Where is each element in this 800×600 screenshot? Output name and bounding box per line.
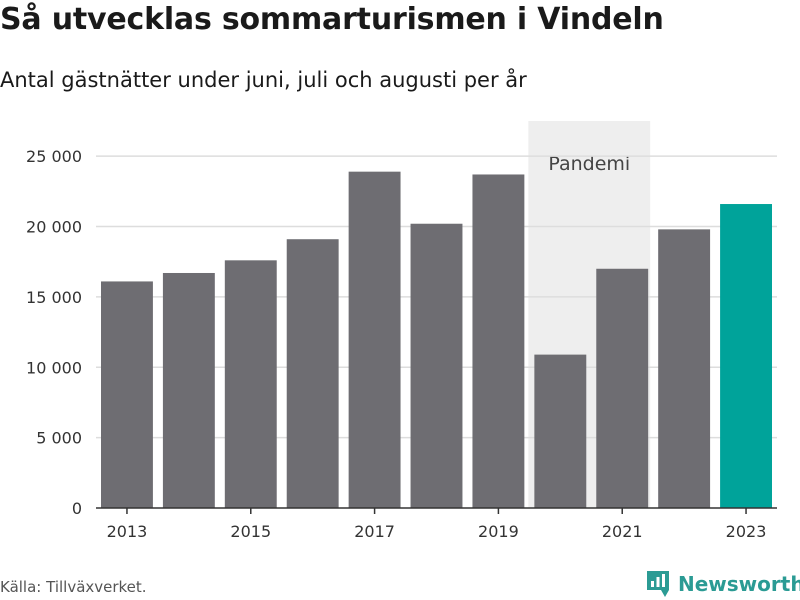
axes: 0 5 000 10 000 15 000 20 000 25 000 2013 2015 20… [26,147,777,541]
bar-2019 [472,174,525,508]
x-tick-label: 2017 [354,522,395,541]
bar-2018 [410,223,463,509]
source-note: Källa: Tillväxverket. [0,578,147,596]
bar-2014 [162,272,215,508]
newsworthy-chart-logo-icon [647,571,669,597]
chart-subtitle: Antal gästnätter under juni, juli och au… [0,68,527,92]
bar-2020 [534,354,587,508]
brand-logo: Newsworthy [645,569,800,599]
bar-2022 [658,229,711,509]
y-tick-label: 5 000 [36,429,82,448]
y-tick-label: 25 000 [26,147,82,166]
bar-chart: Pandemi 0 5 000 10 000 15 000 20 000 25 000 20… [26,121,777,541]
bar-2016 [286,239,339,508]
x-tick-label: 2021 [602,522,643,541]
x-tick-label: 2015 [230,522,271,541]
bar-2021 [596,268,649,508]
chart-title: Så utvecklas sommarturismen i Vindeln [0,2,664,37]
bar-2013 [101,281,153,508]
bar-2015 [224,260,277,508]
y-tick-label: 10 000 [26,358,82,377]
brand-name: Newsworthy [678,572,800,596]
y-tick-label: 0 [72,499,82,518]
x-tick-label: 2023 [726,522,767,541]
y-tick-label: 15 000 [26,288,82,307]
x-tick-label: 2013 [107,522,148,541]
bars [101,171,772,509]
y-tick-label: 20 000 [26,218,82,237]
pandemic-label: Pandemi [548,153,630,175]
bar-2023 [720,204,772,508]
bar-2017 [348,171,401,509]
x-tick-label: 2019 [478,522,519,541]
